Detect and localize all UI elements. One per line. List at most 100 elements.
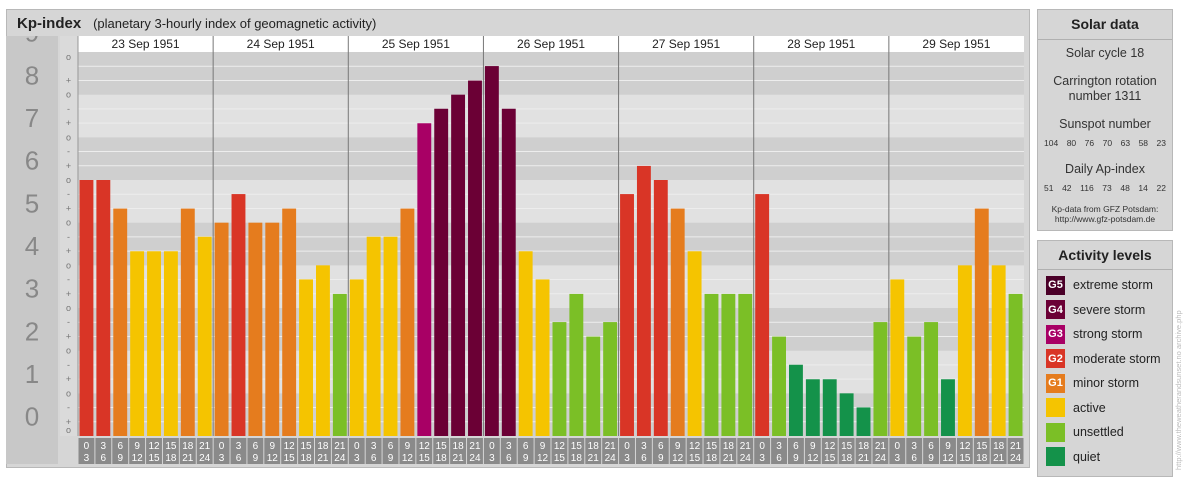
interval-box [872, 438, 889, 464]
kp-bar [805, 379, 820, 436]
carrington-line2: number 1311 [1068, 89, 1142, 103]
interval-start: 3 [776, 441, 782, 452]
activity-swatch: G5 [1046, 275, 1065, 295]
kp-bar [501, 108, 516, 436]
interval-end: 15 [148, 453, 160, 464]
ap-value: 48 [1120, 183, 1130, 193]
interval-start: 0 [219, 441, 225, 452]
interval-box [179, 438, 196, 464]
grid-band [78, 94, 1024, 138]
interval-end: 9 [388, 453, 394, 464]
interval-box [162, 438, 179, 464]
ap-value: 42 [1062, 183, 1072, 193]
interval-start: 0 [624, 441, 630, 452]
minor-tick-label: + [66, 118, 71, 128]
interval-end: 6 [911, 453, 917, 464]
interval-end: 12 [942, 453, 954, 464]
ap-value: 22 [1156, 183, 1166, 193]
interval-start: 0 [354, 441, 360, 452]
interval-start: 0 [489, 441, 495, 452]
interval-box [331, 438, 348, 464]
interval-end: 12 [807, 453, 819, 464]
sunspot-value: 63 [1120, 138, 1131, 148]
activity-label: quiet [1073, 449, 1101, 464]
sunspot-value: 104 [1044, 138, 1059, 148]
day-label: 25 Sep 1951 [382, 37, 450, 51]
kp-bar [484, 66, 499, 436]
interval-start: 21 [199, 441, 211, 452]
interval-end: 21 [723, 453, 735, 464]
interval-start: 0 [759, 441, 765, 452]
chart-title-bar: Kp-index (planetary 3-hourly index of ge… [7, 10, 1029, 36]
minor-tick-label: + [66, 75, 71, 85]
interval-box [855, 438, 872, 464]
interval-box [788, 438, 804, 464]
kp-bar [991, 265, 1006, 436]
interval-box [78, 438, 95, 464]
kp-bar [974, 208, 989, 436]
kp-bar [822, 379, 837, 436]
interval-start: 12 [554, 441, 566, 452]
interval-end: 15 [959, 453, 971, 464]
interval-box [652, 438, 669, 464]
kp-bar [738, 293, 753, 436]
interval-start: 18 [317, 441, 329, 452]
kp-bar [518, 251, 533, 436]
interval-box [973, 438, 990, 464]
y-tick-label: 1 [25, 359, 39, 389]
sunspot-values: 104 80 76 70 63 58 23 [1044, 138, 1166, 148]
interval-box [1007, 438, 1024, 464]
kp-bar [332, 293, 347, 436]
interval-box [247, 438, 264, 464]
kp-bar-chart: 0123456789o+-o+-o+-o+-o+-o+-o+-o+-o+o23 … [6, 36, 1024, 464]
interval-box [635, 438, 652, 464]
day-label: 24 Sep 1951 [247, 37, 315, 51]
interval-start: 3 [911, 441, 917, 452]
credit-link[interactable]: http://www.gfz-potsdam.de [1054, 214, 1156, 224]
interval-end: 6 [641, 453, 647, 464]
activity-level-item: quiet [1046, 447, 1100, 467]
interval-box [433, 438, 450, 464]
activity-label: moderate storm [1073, 351, 1161, 366]
interval-box [467, 438, 483, 464]
kp-bar [873, 322, 888, 436]
interval-start: 15 [706, 441, 718, 452]
interval-start: 9 [269, 441, 275, 452]
activity-level-item: G1 minor storm [1046, 373, 1139, 393]
interval-start: 6 [928, 441, 934, 452]
minor-tick-label: - [67, 104, 70, 114]
interval-end: 12 [402, 453, 414, 464]
interval-end: 15 [554, 453, 566, 464]
interval-start: 15 [841, 441, 853, 452]
interval-box [703, 438, 720, 464]
interval-end: 18 [300, 453, 312, 464]
interval-box [264, 438, 281, 464]
kp-bar [569, 293, 584, 436]
interval-end: 3 [759, 453, 765, 464]
interval-box [568, 438, 585, 464]
interval-end: 21 [588, 453, 600, 464]
kp-bar [721, 293, 736, 436]
kp-bar [400, 208, 415, 436]
interval-end: 18 [571, 453, 583, 464]
kp-bar [282, 208, 297, 436]
kp-bar [670, 208, 685, 436]
interval-end: 9 [253, 453, 259, 464]
interval-end: 12 [672, 453, 684, 464]
chart-title: Kp-index [17, 15, 82, 32]
kp-bar [1008, 293, 1023, 436]
kp-bar [924, 322, 939, 436]
activity-level-item: G4 severe storm [1046, 300, 1145, 320]
interval-start: 3 [236, 441, 242, 452]
kp-bar [687, 251, 702, 436]
interval-box [990, 438, 1007, 464]
interval-end: 15 [419, 453, 431, 464]
chart-subtitle: (planetary 3-hourly index of geomagnetic… [93, 16, 377, 31]
kp-bar [586, 336, 601, 436]
kp-bar [434, 108, 449, 436]
grid-band [78, 137, 1024, 180]
interval-end: 24 [469, 453, 481, 464]
minor-tick-label: o [66, 303, 71, 313]
kp-bar [907, 336, 922, 436]
minor-tick-label: o [66, 260, 71, 270]
